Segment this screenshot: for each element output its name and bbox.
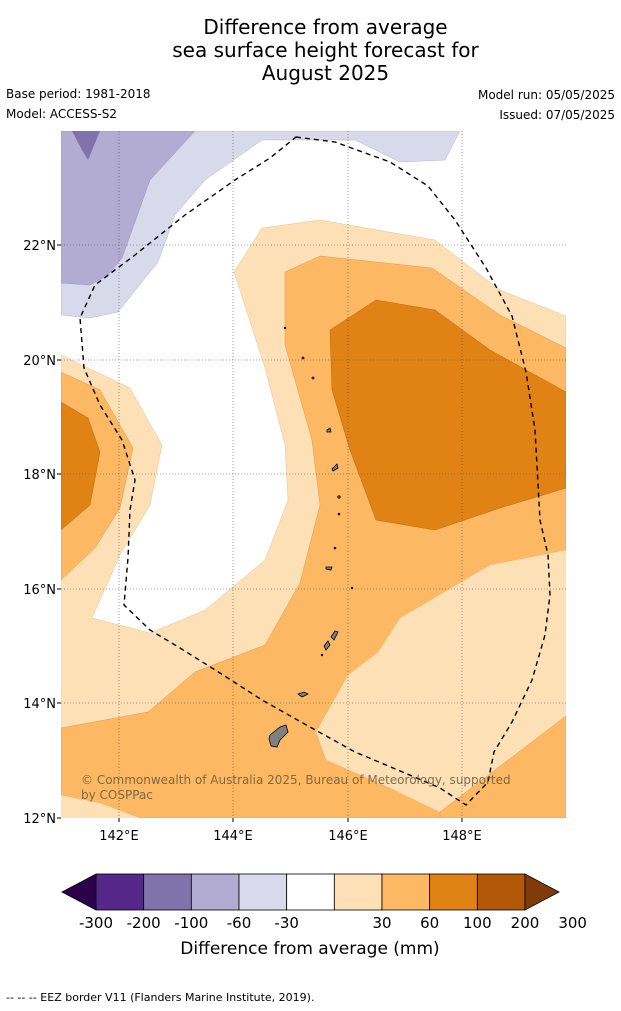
copyright-line-1: © Commonwealth of Australia 2025, Bureau…	[81, 773, 511, 787]
colorbar-tick-label: -200	[127, 914, 161, 932]
island-farallon	[350, 586, 354, 590]
islands	[268, 326, 354, 748]
island-asuncion	[311, 376, 315, 380]
lon-label-146: 146°E	[328, 829, 368, 844]
eez-footnote: -- -- -- EEZ border V11 (Flanders Marine…	[6, 991, 315, 1004]
island-anatahan	[325, 566, 333, 571]
colorbar-extension-high	[524, 873, 560, 911]
contour-100-200	[61, 299, 566, 531]
eez-border	[79, 136, 551, 806]
contour-30-60-lower	[316, 550, 566, 812]
base-period: Base period: 1981-2018	[6, 87, 151, 101]
title-line-2: sea surface height forecast for	[172, 38, 479, 62]
lat-label-14: 14°N	[23, 697, 56, 712]
island-rota	[297, 691, 309, 698]
contour-30-60-sw	[61, 795, 140, 818]
colorbar-label: Difference from average (mm)	[180, 939, 439, 959]
gridlines	[61, 131, 566, 818]
model-run-date: Model run: 05/05/2025	[477, 88, 615, 102]
colorbar-segment--30_30	[286, 873, 335, 911]
colorbar-segment-30_60	[333, 873, 383, 911]
colorbar-ticks: -300 -200 -100 -60 -30 30 60 100 200 300	[79, 914, 587, 932]
lat-label-20: 20°N	[23, 354, 56, 369]
colorbar-tick-label: 30	[372, 914, 391, 932]
lat-label-16: 16°N	[23, 583, 56, 598]
lat-label-12: 12°N	[23, 812, 56, 827]
island-guam	[268, 724, 289, 748]
contour-fields	[61, 131, 566, 818]
colorbar-segment--200_-100	[143, 873, 192, 911]
colorbar-tick-label: -300	[79, 914, 113, 932]
colorbar-tick-label: 200	[511, 914, 540, 932]
colorbar-segment-60_100	[381, 873, 431, 911]
contour-minus60-minus30	[61, 131, 461, 319]
colorbar-segments	[61, 873, 560, 911]
contour-minus200-minus100	[72, 131, 100, 160]
colorbar-segment-100_200	[429, 873, 478, 911]
lon-label-144: 144°E	[213, 829, 253, 844]
island-saipan	[330, 630, 339, 641]
colorbar-tick-label: -30	[274, 914, 299, 932]
island-alamagan	[337, 495, 341, 499]
colorbar-segment--300_-200	[95, 873, 145, 911]
sea-level-map: 142°E 144°E 146°E 148°E 22°N 20°N 18°N 1…	[23, 131, 566, 844]
island-pagan	[331, 463, 339, 472]
lon-label-148: 148°E	[442, 829, 482, 844]
copyright-line-2: by COSPPac	[81, 788, 153, 802]
island-maug	[301, 356, 305, 360]
chart-title: Difference from average sea surface heig…	[0, 16, 621, 85]
island-guguan	[333, 546, 337, 550]
model-name: Model: ACCESS-S2	[6, 107, 118, 121]
colorbar-tick-label: -60	[227, 914, 252, 932]
colorbar-segment--100_-60	[190, 873, 240, 911]
island-sarigan	[337, 512, 341, 516]
island-agrihan	[326, 427, 332, 433]
lon-label-142: 142°E	[99, 829, 139, 844]
island-medinilla	[320, 653, 324, 657]
lat-label-22: 22°N	[23, 239, 56, 254]
colorbar-extension-low	[61, 873, 97, 911]
title-line-3: August 2025	[261, 61, 390, 85]
colorbar-tick-label: -100	[174, 914, 208, 932]
island-tinian	[323, 640, 331, 651]
colorbar-tick-label: 300	[558, 914, 587, 932]
issued-date: Issued: 07/05/2025	[499, 108, 615, 122]
title-line-1: Difference from average	[203, 15, 448, 39]
colorbar-tick-label: 60	[420, 914, 439, 932]
colorbar-segment-200_300	[476, 873, 526, 911]
island-uracas	[283, 326, 287, 330]
contour-minus100-minus60	[61, 131, 196, 286]
colorbar-tick-label: 100	[463, 914, 492, 932]
axis-ticks	[57, 244, 463, 822]
colorbar-segment--60_-30	[238, 873, 288, 911]
lat-label-18: 18°N	[23, 468, 56, 483]
